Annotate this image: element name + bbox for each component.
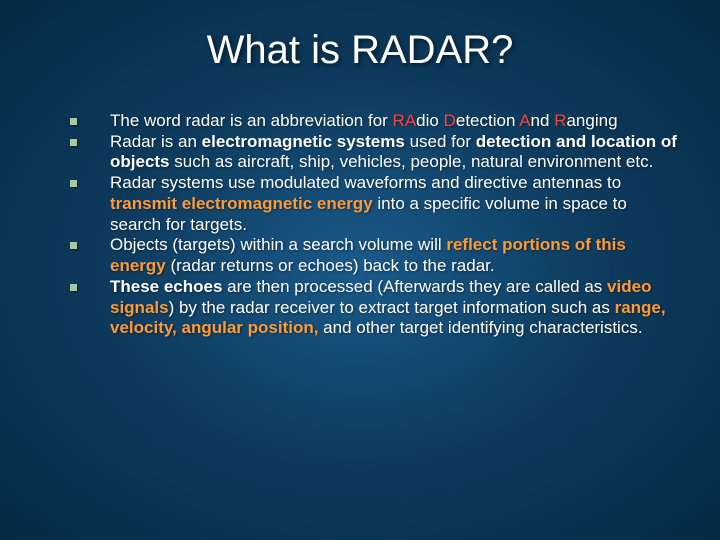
- text-segment: and other target identifying characteris…: [323, 318, 642, 337]
- text-segment: A: [519, 111, 530, 130]
- bullet-item: The word radar is an abbreviation for RA…: [70, 111, 680, 132]
- text-segment: (radar returns or echoes) back to the ra…: [170, 256, 494, 275]
- slide: What is RADAR? The word radar is an abbr…: [0, 0, 720, 540]
- text-segment: electromagnetic systems: [202, 132, 410, 151]
- bullet-item: These echoes are then processed (Afterwa…: [70, 277, 680, 339]
- text-segment: such as aircraft, ship, vehicles, people…: [174, 152, 653, 171]
- text-segment: are then processed (Afterwards they are …: [227, 277, 607, 296]
- text-segment: ) by the radar receiver to extract targe…: [169, 298, 615, 317]
- text-segment: dio: [416, 111, 443, 130]
- text-segment: D: [444, 111, 456, 130]
- text-segment: RA: [393, 111, 417, 130]
- bullet-item: Radar is an electromagnetic systems used…: [70, 132, 680, 173]
- text-segment: Radar is an: [110, 132, 202, 151]
- text-segment: Objects (targets) within a search volume…: [110, 235, 446, 254]
- text-segment: Radar systems use modulated waveforms an…: [110, 173, 621, 192]
- text-segment: transmit electromagnetic energy: [110, 194, 377, 213]
- text-segment: etection: [456, 111, 519, 130]
- text-segment: used for: [410, 132, 476, 151]
- text-segment: These echoes: [110, 277, 227, 296]
- text-segment: anging: [566, 111, 617, 130]
- text-segment: nd: [531, 111, 555, 130]
- slide-title: What is RADAR?: [40, 28, 680, 73]
- bullet-item: Radar systems use modulated waveforms an…: [70, 173, 680, 235]
- bullet-item: Objects (targets) within a search volume…: [70, 235, 680, 276]
- bullet-list: The word radar is an abbreviation for RA…: [40, 111, 680, 339]
- text-segment: The word radar is an abbreviation for: [110, 111, 393, 130]
- text-segment: R: [554, 111, 566, 130]
